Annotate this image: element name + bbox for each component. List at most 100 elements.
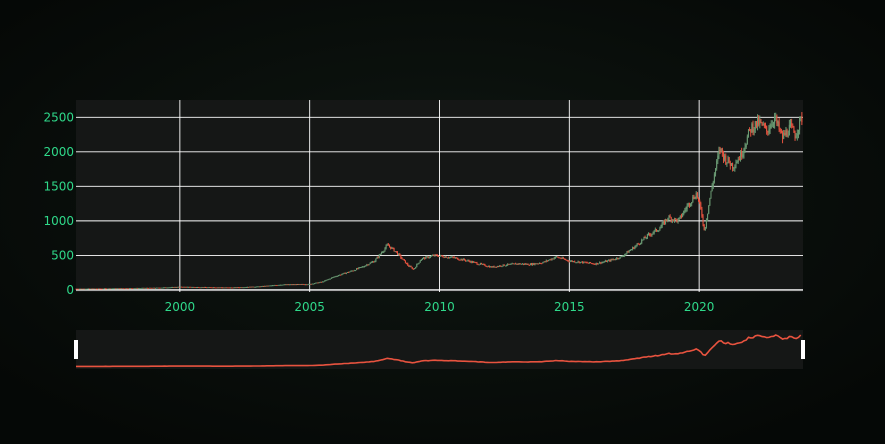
candle bbox=[527, 263, 529, 265]
candle bbox=[759, 115, 761, 129]
candle bbox=[646, 233, 648, 240]
candle bbox=[191, 286, 193, 289]
candle-body bbox=[730, 163, 732, 166]
candle-body bbox=[496, 266, 498, 268]
candle-body bbox=[640, 243, 642, 245]
candle bbox=[239, 287, 241, 289]
candle-body bbox=[721, 148, 723, 153]
candle-body bbox=[424, 257, 426, 259]
candle bbox=[426, 255, 428, 258]
candle-body bbox=[395, 251, 397, 253]
candle-body bbox=[536, 263, 538, 265]
candle-body bbox=[429, 256, 431, 258]
candle-body bbox=[701, 208, 703, 217]
candle bbox=[520, 263, 522, 265]
candle bbox=[157, 287, 159, 289]
candle bbox=[194, 286, 196, 289]
candle-body bbox=[274, 285, 276, 287]
candle-body bbox=[111, 288, 113, 290]
candle bbox=[339, 274, 341, 276]
candle-body bbox=[475, 262, 477, 264]
x-tick-label: 2010 bbox=[424, 300, 455, 314]
candle-body bbox=[385, 245, 387, 249]
candle-body bbox=[599, 262, 601, 264]
candle bbox=[457, 257, 459, 260]
candle bbox=[252, 286, 254, 288]
candle bbox=[184, 286, 186, 288]
candle bbox=[393, 247, 395, 252]
candle bbox=[105, 288, 107, 290]
candle-body bbox=[686, 205, 688, 210]
candle-body bbox=[508, 263, 510, 265]
candle bbox=[683, 210, 685, 216]
candle bbox=[643, 236, 645, 241]
candle bbox=[693, 194, 695, 200]
candle-body bbox=[561, 257, 563, 259]
candle bbox=[181, 286, 183, 288]
candle-body bbox=[652, 232, 654, 234]
candle-body bbox=[750, 129, 752, 133]
range-slider-handle-right[interactable] bbox=[801, 340, 805, 359]
candle bbox=[466, 260, 468, 262]
candle-body bbox=[85, 288, 87, 290]
candle-body bbox=[77, 288, 79, 290]
candle bbox=[746, 134, 748, 145]
candle bbox=[761, 122, 763, 127]
candle-body bbox=[448, 257, 450, 259]
candle bbox=[382, 251, 384, 254]
candle bbox=[442, 255, 444, 258]
candle bbox=[182, 286, 184, 288]
range-slider-handle-left[interactable] bbox=[74, 340, 78, 359]
candle bbox=[304, 284, 306, 286]
candle-body bbox=[436, 254, 438, 257]
candle bbox=[407, 262, 409, 266]
candle-body bbox=[746, 136, 748, 145]
candle-body bbox=[349, 271, 351, 273]
candle-body bbox=[697, 197, 700, 200]
candle-body bbox=[528, 264, 530, 266]
candle bbox=[309, 283, 311, 285]
candle bbox=[679, 215, 681, 219]
candle-body bbox=[147, 287, 149, 289]
candle-body bbox=[637, 243, 639, 245]
candle-body bbox=[590, 262, 592, 264]
candle bbox=[119, 288, 121, 290]
candle bbox=[261, 285, 263, 287]
candle-body bbox=[277, 284, 279, 286]
candle bbox=[366, 263, 368, 267]
candle-body bbox=[433, 255, 435, 257]
candle-body bbox=[625, 253, 627, 255]
candle bbox=[567, 259, 569, 262]
candle bbox=[557, 256, 559, 258]
candle bbox=[620, 255, 622, 258]
candle-body bbox=[474, 261, 476, 263]
candle-body bbox=[242, 287, 244, 289]
candle-body bbox=[674, 218, 676, 221]
candle bbox=[669, 214, 671, 218]
candle-body bbox=[776, 116, 778, 124]
candle bbox=[677, 217, 679, 224]
candle-body bbox=[240, 287, 242, 289]
candle-body bbox=[281, 284, 283, 286]
candle-body bbox=[620, 256, 622, 258]
candle-body bbox=[465, 260, 467, 262]
candle bbox=[797, 129, 799, 139]
candle-body bbox=[95, 288, 97, 290]
candle-body bbox=[326, 279, 328, 281]
y-tick-label: 0 bbox=[66, 283, 74, 297]
candle bbox=[333, 276, 335, 278]
candle bbox=[685, 206, 687, 213]
candle-body bbox=[200, 287, 202, 289]
candle-body bbox=[378, 254, 380, 258]
candle-body bbox=[512, 263, 514, 265]
candle bbox=[402, 258, 404, 260]
candle bbox=[769, 123, 771, 135]
candle bbox=[102, 288, 104, 290]
candle-body bbox=[441, 255, 443, 257]
candle-body bbox=[575, 262, 577, 264]
candle bbox=[686, 203, 688, 212]
range-slider[interactable] bbox=[76, 330, 803, 369]
candle bbox=[199, 287, 201, 289]
candle-body bbox=[627, 251, 629, 253]
